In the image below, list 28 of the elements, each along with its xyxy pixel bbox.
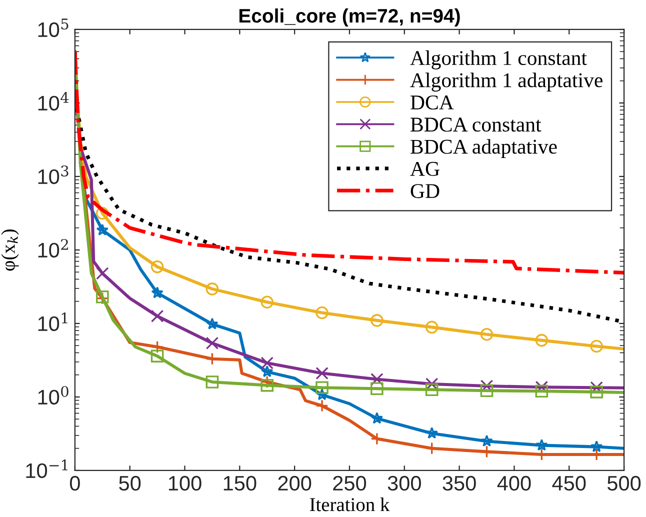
chart-title: Ecoli_core (m=72, n=94): [239, 8, 460, 27]
x-tick-label: 200: [278, 476, 312, 491]
x-tick-label: 500: [607, 476, 641, 491]
x-tick-label: 150: [224, 476, 256, 491]
y-tick-label: 10$^{2}$: [38, 238, 68, 258]
y-tick-label: 10$^{3}$: [38, 165, 68, 184]
x-tick-label: 350: [442, 476, 476, 491]
legend-label: BDCA constant: [410, 118, 542, 132]
legend-label: GD: [410, 184, 440, 198]
x-tick-label: 300: [388, 476, 421, 491]
legend-label: AG: [410, 162, 440, 176]
y-tick-label: 10$^{5}$: [38, 18, 68, 38]
legend-label: Algorithm 1 constant: [410, 50, 587, 70]
x-tick-label: 50: [119, 476, 141, 491]
y-tick-label: 10$^{4}$: [38, 92, 69, 111]
legend-label: BDCA adaptative: [410, 139, 557, 158]
y-tick-label: 10$^{0}$: [38, 386, 68, 405]
x-tick-label: 250: [333, 476, 366, 491]
y-tick-label: 10$^{1}$: [38, 312, 68, 332]
y-axis-title: φ(x$_{k}$): [1, 229, 19, 271]
x-tick-label: 100: [168, 476, 202, 491]
x-tick-label: 400: [497, 476, 531, 491]
legend-label: Algorithm 1 adaptative: [410, 72, 602, 92]
legend-label: DCA: [410, 96, 454, 110]
x-tick-label: 450: [552, 476, 586, 491]
y-tick-label: 10$^{−1}$: [26, 459, 68, 478]
x-tick-label: 0: [70, 476, 80, 491]
x-axis-title: Iteration k: [310, 498, 390, 512]
